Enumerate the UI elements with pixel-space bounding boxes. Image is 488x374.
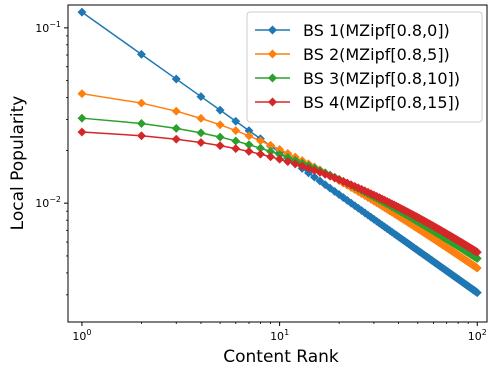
- data-point: [231, 144, 241, 154]
- y-tick-label: 10−1: [35, 20, 61, 35]
- legend-label: BS 1(MZipf[0.8,0]): [303, 21, 450, 40]
- data-point: [330, 173, 340, 183]
- data-point: [136, 118, 147, 129]
- legend-label: BS 2(MZipf[0.8,5]): [303, 45, 450, 64]
- data-point: [350, 201, 360, 211]
- data-point: [136, 98, 147, 108]
- data-point: [283, 157, 293, 167]
- data-point: [77, 127, 87, 137]
- legend-label: BS 4(MZipf[0.8,15]): [303, 93, 460, 112]
- data-point: [77, 7, 87, 17]
- x-tick-label: 101: [270, 328, 289, 343]
- x-tick-label: 102: [468, 328, 487, 343]
- legend-entry-3: BS 3(MZipf[0.8,10]): [255, 69, 460, 88]
- legend-swatch-marker: [268, 25, 277, 35]
- data-point: [171, 106, 181, 116]
- data-point: [275, 154, 285, 164]
- data-point: [136, 49, 147, 59]
- data-point: [231, 126, 241, 136]
- x-tick-label: 100: [72, 328, 91, 343]
- legend: BS 1(MZipf[0.8,0]) BS 2(MZipf[0.8,5]) BS 3…: [246, 11, 483, 123]
- data-point: [309, 172, 319, 182]
- legend-swatch-marker: [268, 97, 277, 107]
- data-point: [255, 149, 266, 159]
- series-layer: [77, 7, 482, 298]
- data-point: [215, 105, 225, 115]
- data-point: [171, 123, 181, 133]
- data-point: [472, 288, 482, 298]
- data-point: [315, 167, 325, 177]
- data-point: [315, 176, 325, 186]
- data-point: [171, 74, 181, 84]
- legend-frame: [246, 11, 483, 123]
- data-point: [325, 183, 335, 193]
- x-axis-label: Content Rank: [223, 347, 339, 367]
- data-point: [346, 198, 356, 208]
- legend-swatch-marker: [268, 73, 277, 83]
- y-tick-label: 10−2: [35, 195, 61, 210]
- data-point: [196, 128, 206, 138]
- data-point: [472, 253, 482, 263]
- data-point: [244, 131, 254, 141]
- data-point: [244, 146, 254, 157]
- data-point: [303, 163, 314, 173]
- data-point: [290, 159, 300, 169]
- legend-label: BS 3(MZipf[0.8,10]): [303, 69, 460, 88]
- series-4: [77, 127, 482, 257]
- data-point: [334, 190, 344, 200]
- legend-entry-4: BS 4(MZipf[0.8,15]): [255, 93, 460, 112]
- data-point: [196, 137, 206, 148]
- data-point: [136, 131, 147, 141]
- data-point: [472, 247, 482, 257]
- legend-entry-1: BS 1(MZipf[0.8,0]): [255, 21, 450, 40]
- data-point: [309, 165, 319, 175]
- data-point: [171, 134, 181, 144]
- legend-swatch-marker: [268, 49, 277, 59]
- data-point: [472, 263, 482, 273]
- data-point: [231, 116, 241, 126]
- data-point: [196, 113, 206, 123]
- data-point: [266, 152, 276, 162]
- tick-layer: 100 101 102 10−2 10−1: [35, 20, 487, 343]
- data-point: [77, 89, 87, 99]
- data-point: [215, 141, 225, 151]
- data-point: [325, 171, 335, 181]
- legend-entry-2: BS 2(MZipf[0.8,5]): [255, 45, 450, 64]
- data-point: [196, 92, 206, 102]
- data-point: [215, 120, 225, 130]
- y-axis-label: Local Popularity: [8, 96, 28, 231]
- data-point: [77, 113, 87, 123]
